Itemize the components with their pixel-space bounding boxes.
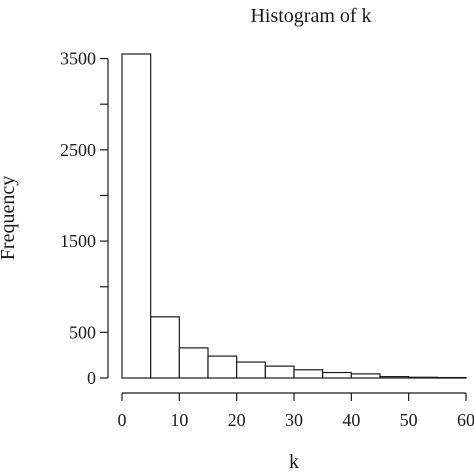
y-tick-label: 500 [69, 322, 96, 342]
histogram-bar [350, 373, 381, 379]
y-tick-label: 2500 [60, 140, 96, 160]
x-tick-label: 40 [342, 410, 360, 430]
y-tick-label: 0 [87, 368, 96, 388]
histogram-bar [408, 376, 438, 379]
histogram-bar [178, 347, 209, 379]
bars-group [121, 53, 467, 379]
x-tick-label: 10 [170, 410, 188, 430]
x-tick-label: 0 [118, 410, 127, 430]
x-tick-label: 30 [285, 410, 303, 430]
histogram-bar [150, 316, 180, 379]
x-axis: 0 10 20 30 40 50 60 [118, 392, 474, 430]
histogram-bar [207, 355, 238, 379]
x-tick-label: 60 [457, 410, 474, 430]
x-axis-label: k [289, 451, 299, 473]
y-tick-label: 1500 [60, 231, 96, 251]
chart-title: Histogram of k [250, 5, 371, 27]
histogram-bar [436, 376, 467, 379]
histogram-bar [379, 376, 410, 379]
y-axis-label: Frequency [0, 176, 19, 260]
x-tick-label: 20 [228, 410, 246, 430]
histogram-bar [264, 365, 295, 379]
y-tick-label: 3500 [60, 49, 96, 69]
x-tick-label: 50 [400, 410, 418, 430]
histogram-bar [121, 53, 152, 379]
histogram-bar [236, 361, 266, 379]
histogram-bar [293, 369, 324, 379]
y-axis: 0 500 1500 2500 3500 [60, 49, 109, 388]
histogram-bar [322, 371, 352, 379]
